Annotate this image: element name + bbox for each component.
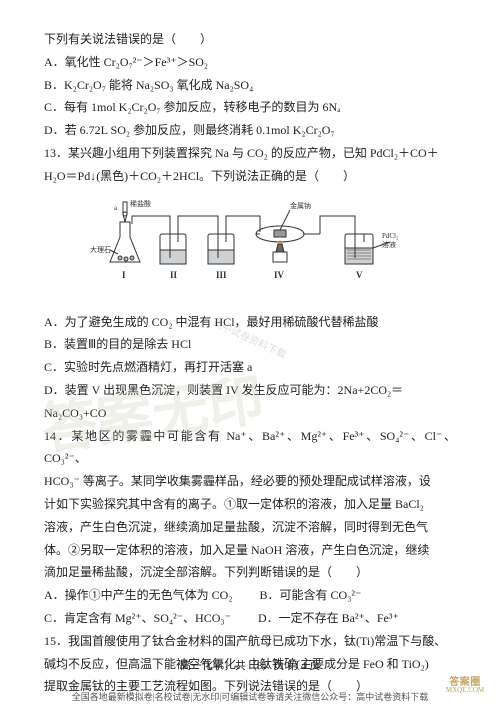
- q12-opt-b: B．K₂Cr₂O₇ 能将 Na₂SO₃ 氧化成 Na₂SO₄: [44, 74, 456, 97]
- label-IV: IV: [274, 270, 285, 280]
- label-pdcl2-2: 溶液: [382, 240, 396, 249]
- apparatus-diagram: a 稀盐酸 大理石: [90, 192, 410, 307]
- corner-logo: 答案圈 MXQE.COM: [434, 667, 496, 693]
- q14-stem-1: 14．某地区的雾霾中可能含有 Na⁺、Ba²⁺、Mg²⁺、Fe³⁺、SO₄²⁻、…: [44, 425, 456, 471]
- q14-stem-6: 滴加足量稀盐酸，沉淀全部溶解。下列判断错误的是（ ）: [44, 561, 456, 584]
- q13-opt-c: C．实验时先点燃酒精灯，再打开活塞 a: [44, 356, 456, 379]
- q14-stem-2: HCO₃⁻ 等离子。某同学收集雾霾样品，经必要的预处理配成试样溶液，设: [44, 470, 456, 493]
- label-jinshuna: 金属钠: [290, 201, 311, 210]
- q14-opt-c: C．肯定含有 Mg²⁺、SO₄²⁻、HCO₃⁻: [44, 611, 231, 625]
- label-I: I: [122, 270, 126, 280]
- q13-opt-a: A．为了避免生成的 CO₂ 中混有 HCl，最好用稀硫酸代替稀盐酸: [44, 311, 456, 334]
- label-II: II: [170, 270, 178, 280]
- label-a: a: [114, 204, 118, 212]
- q14-stem-4: 溶液，产生白色沉淀，继续滴加足量盐酸，沉淀不溶解，同时得到无色气: [44, 516, 456, 539]
- q12-stem: 下列有关说法错误的是（ ）: [44, 28, 456, 51]
- q15-stem-1: 15．我国首艘使用了钛合金材料的国产航母已成功下水，钛(Ti)常温下与酸、: [44, 630, 456, 653]
- footer-note: 全国各地最新模拟卷|名校试卷|无水印|可编辑试卷等请关注微信公众号：高中试卷资料…: [0, 690, 500, 703]
- label-xiyansuan: 稀盐酸: [130, 199, 151, 208]
- q13-opt-d1: D．装置 V 出现黑色沉淀，则装置 IV 发生反应可能为：2Na+2CO₂＝: [44, 379, 456, 402]
- q13-opt-d2: Na₂CO₃+CO: [44, 402, 456, 425]
- label-dalishi: 大理石: [90, 245, 111, 254]
- q14-stem-5: 体。②另取一定体积的溶液，加入足量 NaOH 溶液，产生白色沉淀，继续: [44, 539, 456, 562]
- q14-stem-3: 计如下实验探究其中含有的离子。①取一定体积的溶液，加入足量 BaCl₂: [44, 493, 456, 516]
- q14-opt-b: B．可能含有 CO₃²⁻: [260, 588, 362, 602]
- q13-opt-b: B．装置Ⅲ的目的是除去 HCl: [44, 333, 456, 356]
- q13-stem-1: 13．某兴趣小组用下列装置探究 Na 与 CO₂ 的反应产物，已知 PdCl₂＋…: [44, 142, 456, 165]
- q14-opt-a: A．操作①中产生的无色气体为 CO₂: [44, 588, 233, 602]
- q12-opt-d: D．若 6.72L SO₂ 参加反应，则最终消耗 0.1mol K₂Cr₂O₇: [44, 119, 456, 142]
- q14-row-cd: C．肯定含有 Mg²⁺、SO₄²⁻、HCO₃⁻ D．一定不存在 Ba²⁺、Fe³…: [44, 607, 456, 630]
- q14-row-ab: A．操作①中产生的无色气体为 CO₂ B．可能含有 CO₃²⁻: [44, 584, 456, 607]
- q12-opt-a: A．氧化性 Cr₂O₇²⁻＞Fe³⁺＞SO₂: [44, 51, 456, 74]
- q13-stem-2: H₂O＝Pd↓(黑色)＋CO₂＋2HCl。下列说法正确的是（ ）: [44, 165, 456, 188]
- label-pdcl2: PdCl₂: [382, 232, 399, 240]
- logo-sub: MXQE.COM: [434, 686, 496, 694]
- q12-opt-c: C．每有 1mol K₂Cr₂O₇ 参加反应，转移电子的数目为 6Nₐ: [44, 96, 456, 119]
- q14-opt-d: D．一定不存在 Ba²⁺、Fe³⁺: [258, 611, 399, 625]
- label-III: III: [216, 270, 227, 280]
- page-content: 下列有关说法错误的是（ ） A．氧化性 Cr₂O₇²⁻＞Fe³⁺＞SO₂ B．K…: [0, 0, 500, 708]
- label-V: V: [356, 270, 363, 280]
- footer-page-number: 高一化学，共（8）页 第 4 页: [0, 657, 500, 673]
